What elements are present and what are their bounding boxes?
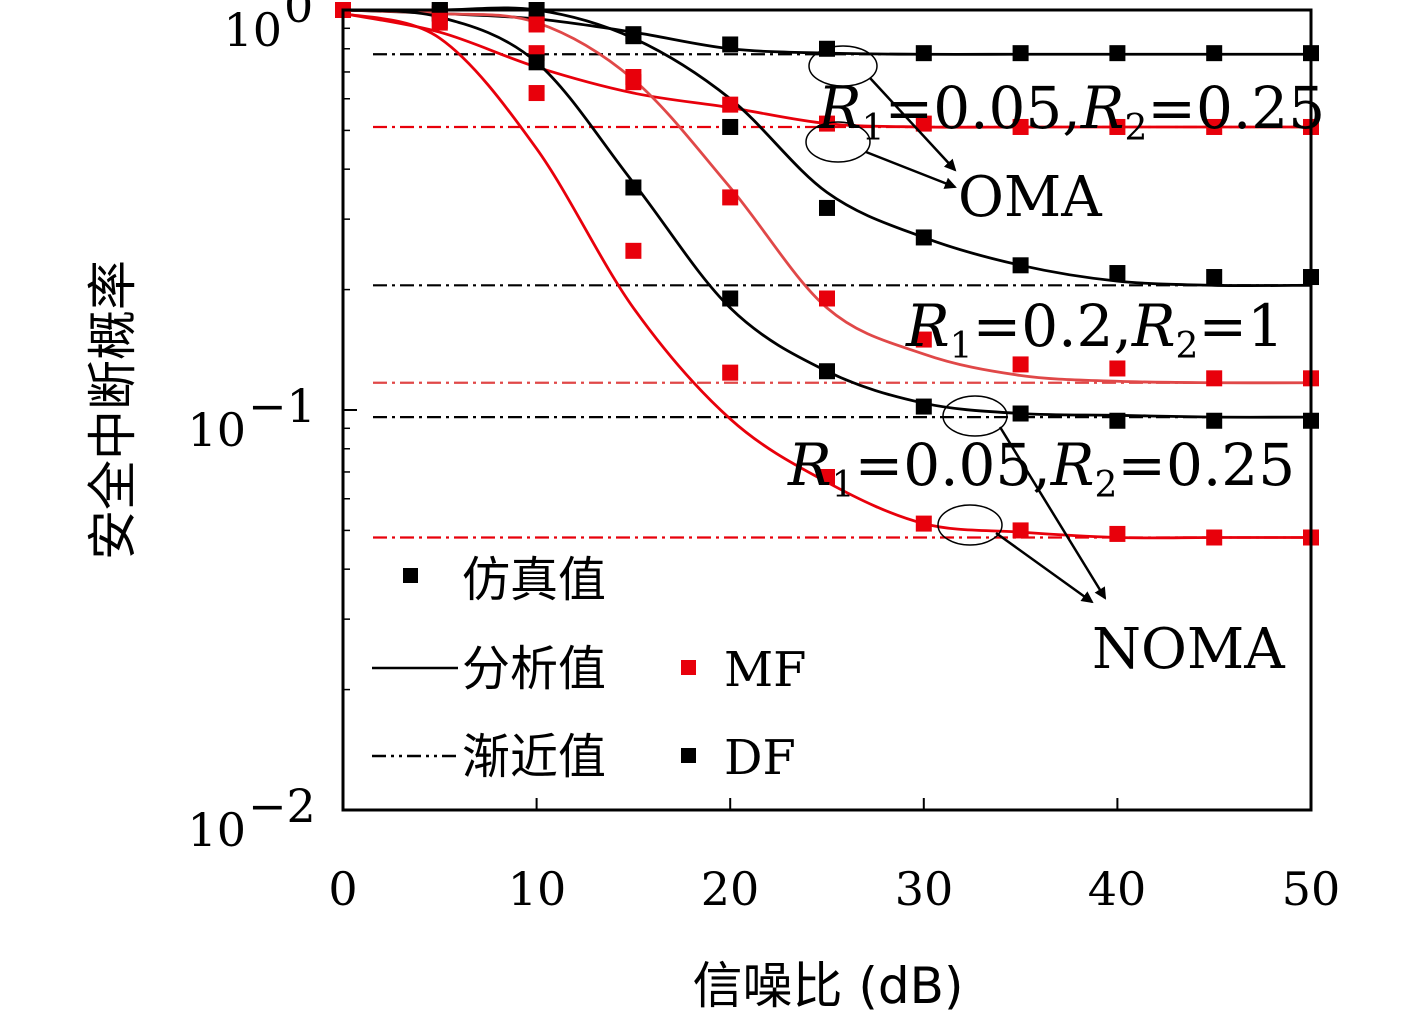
- sim-point-noma_r1_005_df: [722, 290, 739, 307]
- sim-point-oma_mf: [915, 115, 932, 132]
- noma-rate-annotation-low: R1=0.05,R2=0.25: [787, 431, 1295, 506]
- y-tick-label: 10: [187, 403, 246, 457]
- sim-point-noma_r1_005_df: [1012, 405, 1029, 422]
- legend-mf-marker: [681, 660, 696, 675]
- x-tick-label: 50: [1282, 862, 1341, 916]
- sim-point-oma_mf: [1109, 118, 1126, 135]
- sim-point-noma_r1_005_mf: [1109, 525, 1126, 542]
- noma-mf-ellipse: [937, 504, 1003, 546]
- sim-point-oma_mf: [1206, 118, 1223, 135]
- sim-point-oma_df: [1012, 45, 1029, 62]
- sim-point-noma_r1_02_df: [915, 229, 932, 246]
- sim-point-noma_r1_005_mf: [431, 12, 448, 29]
- sim-point-oma_df: [1206, 45, 1223, 62]
- sim-point-noma_r1_02_df: [1109, 265, 1126, 282]
- sim-point-noma_r1_02_mf: [722, 189, 739, 206]
- analysis-curve-noma_r1_02_mf: [342, 8, 1312, 385]
- sim-point-noma_r1_02_df: [625, 26, 642, 43]
- sim-point-noma_r1_02_mf: [915, 331, 932, 348]
- sim-point-noma_r1_005_mf: [819, 468, 835, 485]
- noma-label: NOMA: [1092, 617, 1285, 682]
- sim-point-noma_r1_005_df: [528, 54, 545, 71]
- oma-arrow-lower: [865, 150, 957, 189]
- sim-point-noma_r1_02_mf: [819, 290, 835, 307]
- noma-arrow-lower: [995, 531, 1094, 604]
- noma-df-ellipse: [942, 395, 1008, 437]
- sim-point-noma_r1_005_mf: [625, 242, 642, 259]
- sim-point-noma_r1_02_df: [722, 118, 739, 135]
- sim-point-noma_r1_005_df: [1109, 412, 1126, 429]
- legend-sim-label: 仿真值: [462, 552, 606, 608]
- legend-sim-marker: [403, 568, 418, 583]
- sim-point-noma_r1_005_mf: [722, 364, 739, 381]
- sim-point-noma_r1_005_mf: [1012, 522, 1029, 539]
- analysis-curve-noma_r1_005_mf: [342, 12, 1311, 540]
- legend-analysis-label: 分析值: [462, 641, 606, 697]
- x-tick-label: 10: [508, 862, 567, 916]
- sim-point-noma_r1_005_mf: [915, 515, 932, 532]
- sim-point-noma_r1_02_mf: [1012, 356, 1029, 373]
- x-tick-label: 30: [895, 862, 954, 916]
- sim-point-noma_r1_005_df: [819, 363, 835, 380]
- sim-point-noma_r1_02_df: [1012, 257, 1029, 274]
- legend: 仿真值 分析值 MF 渐近值 DF: [372, 552, 806, 786]
- legend-df-marker: [681, 748, 696, 763]
- sim-point-oma_mf: [1012, 118, 1029, 135]
- sim-point-noma_r1_005_df: [1206, 412, 1223, 429]
- sim-point-noma_r1_005_df: [915, 398, 932, 415]
- oma-arrow-upper: [869, 77, 957, 172]
- oma-df-ellipse: [808, 45, 878, 87]
- y-tick-label-exponent: −2: [248, 779, 316, 833]
- sim-point-noma_r1_005_mf: [528, 85, 545, 102]
- sim-point-oma_df: [1109, 45, 1126, 62]
- oma-mf-ellipse: [805, 121, 871, 163]
- sim-point-noma_r1_005_mf: [1206, 529, 1223, 546]
- sim-point-oma_mf: [722, 96, 739, 113]
- sim-point-noma_r1_02_mf: [1206, 370, 1223, 387]
- legend-asymptote-label: 渐近值: [462, 729, 606, 785]
- sim-point-noma_r1_005_df: [625, 179, 642, 196]
- oma-rate-annotation: R1=0.05,R2=0.25: [817, 74, 1325, 149]
- sim-point-oma_df: [915, 45, 932, 62]
- sim-point-noma_r1_02_mf: [625, 68, 642, 85]
- x-tick-label: 0: [328, 862, 357, 916]
- sim-point-oma_df: [722, 36, 739, 53]
- x-axis-title: 信噪比 (dB): [693, 957, 964, 1015]
- noma-arrow-upper: [998, 426, 1107, 600]
- sim-point-noma_r1_02_df: [819, 199, 835, 216]
- y-tick-label: 10: [223, 3, 282, 57]
- ticks-layer: [342, 9, 1312, 811]
- oma-label: OMA: [958, 165, 1102, 230]
- noma-rate-annotation-high: R1=0.2,R2=1: [905, 292, 1284, 367]
- analysis-curve-noma_r1_02_df: [342, 6, 1312, 288]
- x-tick-label: 40: [1088, 862, 1147, 916]
- y-tick-label-exponent: 0: [284, 0, 313, 33]
- analysis-curve-noma_r1_005_df: [342, 8, 1312, 419]
- sim-point-noma_r1_02_df: [1206, 269, 1223, 286]
- y-tick-label-exponent: −1: [248, 379, 316, 433]
- y-tick-label: 10: [187, 803, 246, 857]
- legend-df-label: DF: [724, 730, 796, 786]
- x-tick-label: 20: [701, 862, 760, 916]
- sim-point-noma_r1_02_mf: [1109, 360, 1126, 377]
- sim-point-noma_r1_02_mf: [528, 16, 545, 33]
- legend-mf-label: MF: [724, 642, 806, 698]
- y-axis-title: 安全中断概率: [84, 260, 142, 560]
